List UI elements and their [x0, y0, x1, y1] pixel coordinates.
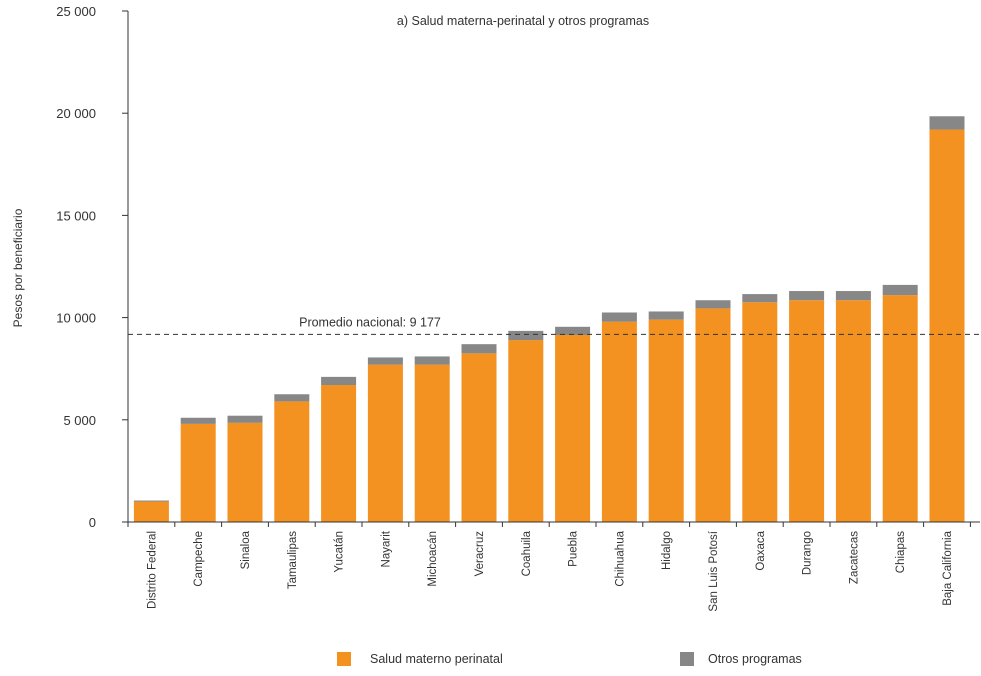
bar-otros-programas-coahuila — [508, 330, 544, 341]
legend-label-salud: Salud materno perinatal — [370, 652, 503, 666]
bar-salud-materno-perinatal-nayarit — [367, 364, 403, 522]
x-tick-label-zacatecas: Zacatecas — [848, 531, 860, 584]
x-tick-label-chihuahua: Chihuahua — [614, 530, 626, 586]
bar-salud-materno-perinatal-veracruz — [461, 353, 497, 522]
y-tick-label: 0 — [89, 515, 96, 530]
bar-otros-programas-san-luis-potosi — [695, 300, 731, 309]
legend-swatch-otros — [680, 652, 694, 666]
bar-otros-programas-zacatecas — [835, 291, 871, 301]
legend-label-otros: Otros programas — [708, 652, 802, 666]
bar-salud-materno-perinatal-distrito-federal — [133, 501, 169, 522]
bar-salud-materno-perinatal-coahuila — [508, 340, 544, 522]
bar-salud-materno-perinatal-hidalgo — [648, 319, 684, 522]
legend-item-otros: Otros programas — [680, 652, 802, 666]
y-tick-label: 10 000 — [56, 311, 96, 326]
x-tick-label-veracruz: Veracruz — [474, 531, 486, 577]
x-tick-label-michoacan: Michoacán — [427, 531, 439, 587]
bar-salud-materno-perinatal-chiapas — [882, 295, 918, 522]
x-tick-label-hidalgo: Hidalgo — [661, 531, 673, 570]
x-tick-label-nayarit: Nayarit — [380, 530, 392, 567]
x-tick-label-chiapas: Chiapas — [895, 531, 907, 573]
bar-salud-materno-perinatal-tamaulipas — [274, 401, 310, 522]
y-tick-label: 25 000 — [56, 4, 96, 19]
bar-otros-programas-nayarit — [367, 357, 403, 365]
bar-salud-materno-perinatal-san-luis-potosi — [695, 308, 731, 522]
y-tick-label: 20 000 — [56, 106, 96, 121]
bar-otros-programas-sinaloa — [227, 415, 263, 423]
x-tick-label-sinaloa: Sinaloa — [240, 530, 252, 569]
bar-salud-materno-perinatal-yucatan — [321, 385, 357, 522]
bar-salud-materno-perinatal-campeche — [180, 423, 216, 522]
bar-otros-programas-michoacan — [414, 356, 450, 365]
legend-item-salud: Salud materno perinatal — [337, 652, 503, 666]
x-tick-label-distrito-federal: Distrito Federal — [146, 531, 158, 609]
x-tick-label-yucatan: Yucatán — [334, 531, 346, 573]
bar-otros-programas-puebla — [555, 326, 591, 335]
bar-otros-programas-oaxaca — [742, 294, 778, 303]
legend: Salud materno perinatal Otros programas — [337, 652, 802, 666]
x-tick-label-oaxaca: Oaxaca — [755, 530, 767, 570]
bar-otros-programas-baja-california — [929, 116, 965, 130]
x-tick-label-tamaulipas: Tamaulipas — [287, 531, 299, 589]
axes-layer: Distrito Federal Campeche Sinaloa Tamaulipa… — [56, 4, 980, 612]
bar-otros-programas-campeche — [180, 417, 216, 424]
bar-salud-materno-perinatal-puebla — [555, 334, 591, 522]
bar-salud-materno-perinatal-sinaloa — [227, 422, 263, 522]
bar-otros-programas-hidalgo — [648, 311, 684, 320]
bar-otros-programas-yucatan — [321, 376, 357, 386]
y-axis-label: Pesos por beneficiario — [11, 208, 25, 327]
reference-line-label: Promedio nacional: 9 177 — [299, 315, 441, 329]
chart-title: a) Salud materna-perinatal y otros progr… — [397, 14, 649, 28]
reference-line-group: Promedio nacional: 9 177 — [128, 315, 980, 335]
bar-otros-programas-tamaulipas — [274, 394, 310, 402]
x-tick-label-durango: Durango — [802, 531, 814, 575]
bar-salud-materno-perinatal-zacatecas — [835, 300, 871, 522]
x-tick-label-campeche: Campeche — [193, 531, 205, 587]
bar-otros-programas-chiapas — [882, 284, 918, 296]
x-tick-label-san-luis-potosi: San Luis Potosí — [708, 530, 720, 611]
y-tick-label: 15 000 — [56, 208, 96, 223]
y-tick-label: 5 000 — [63, 413, 96, 428]
bars-layer — [133, 116, 965, 523]
bar-salud-materno-perinatal-michoacan — [414, 364, 450, 522]
bar-salud-materno-perinatal-chihuahua — [601, 321, 637, 522]
bar-otros-programas-veracruz — [461, 344, 497, 354]
bar-salud-materno-perinatal-baja-california — [929, 129, 965, 523]
bar-otros-programas-distrito-federal — [133, 500, 169, 502]
x-tick-label-puebla: Puebla — [568, 530, 580, 566]
bar-otros-programas-durango — [789, 291, 825, 301]
legend-swatch-salud — [337, 652, 351, 666]
bar-otros-programas-chihuahua — [601, 312, 637, 322]
bar-salud-materno-perinatal-durango — [789, 300, 825, 522]
x-tick-label-coahuila: Coahuila — [521, 530, 533, 576]
x-tick-label-baja-california: Baja California — [942, 530, 954, 605]
bar-salud-materno-perinatal-oaxaca — [742, 302, 778, 522]
